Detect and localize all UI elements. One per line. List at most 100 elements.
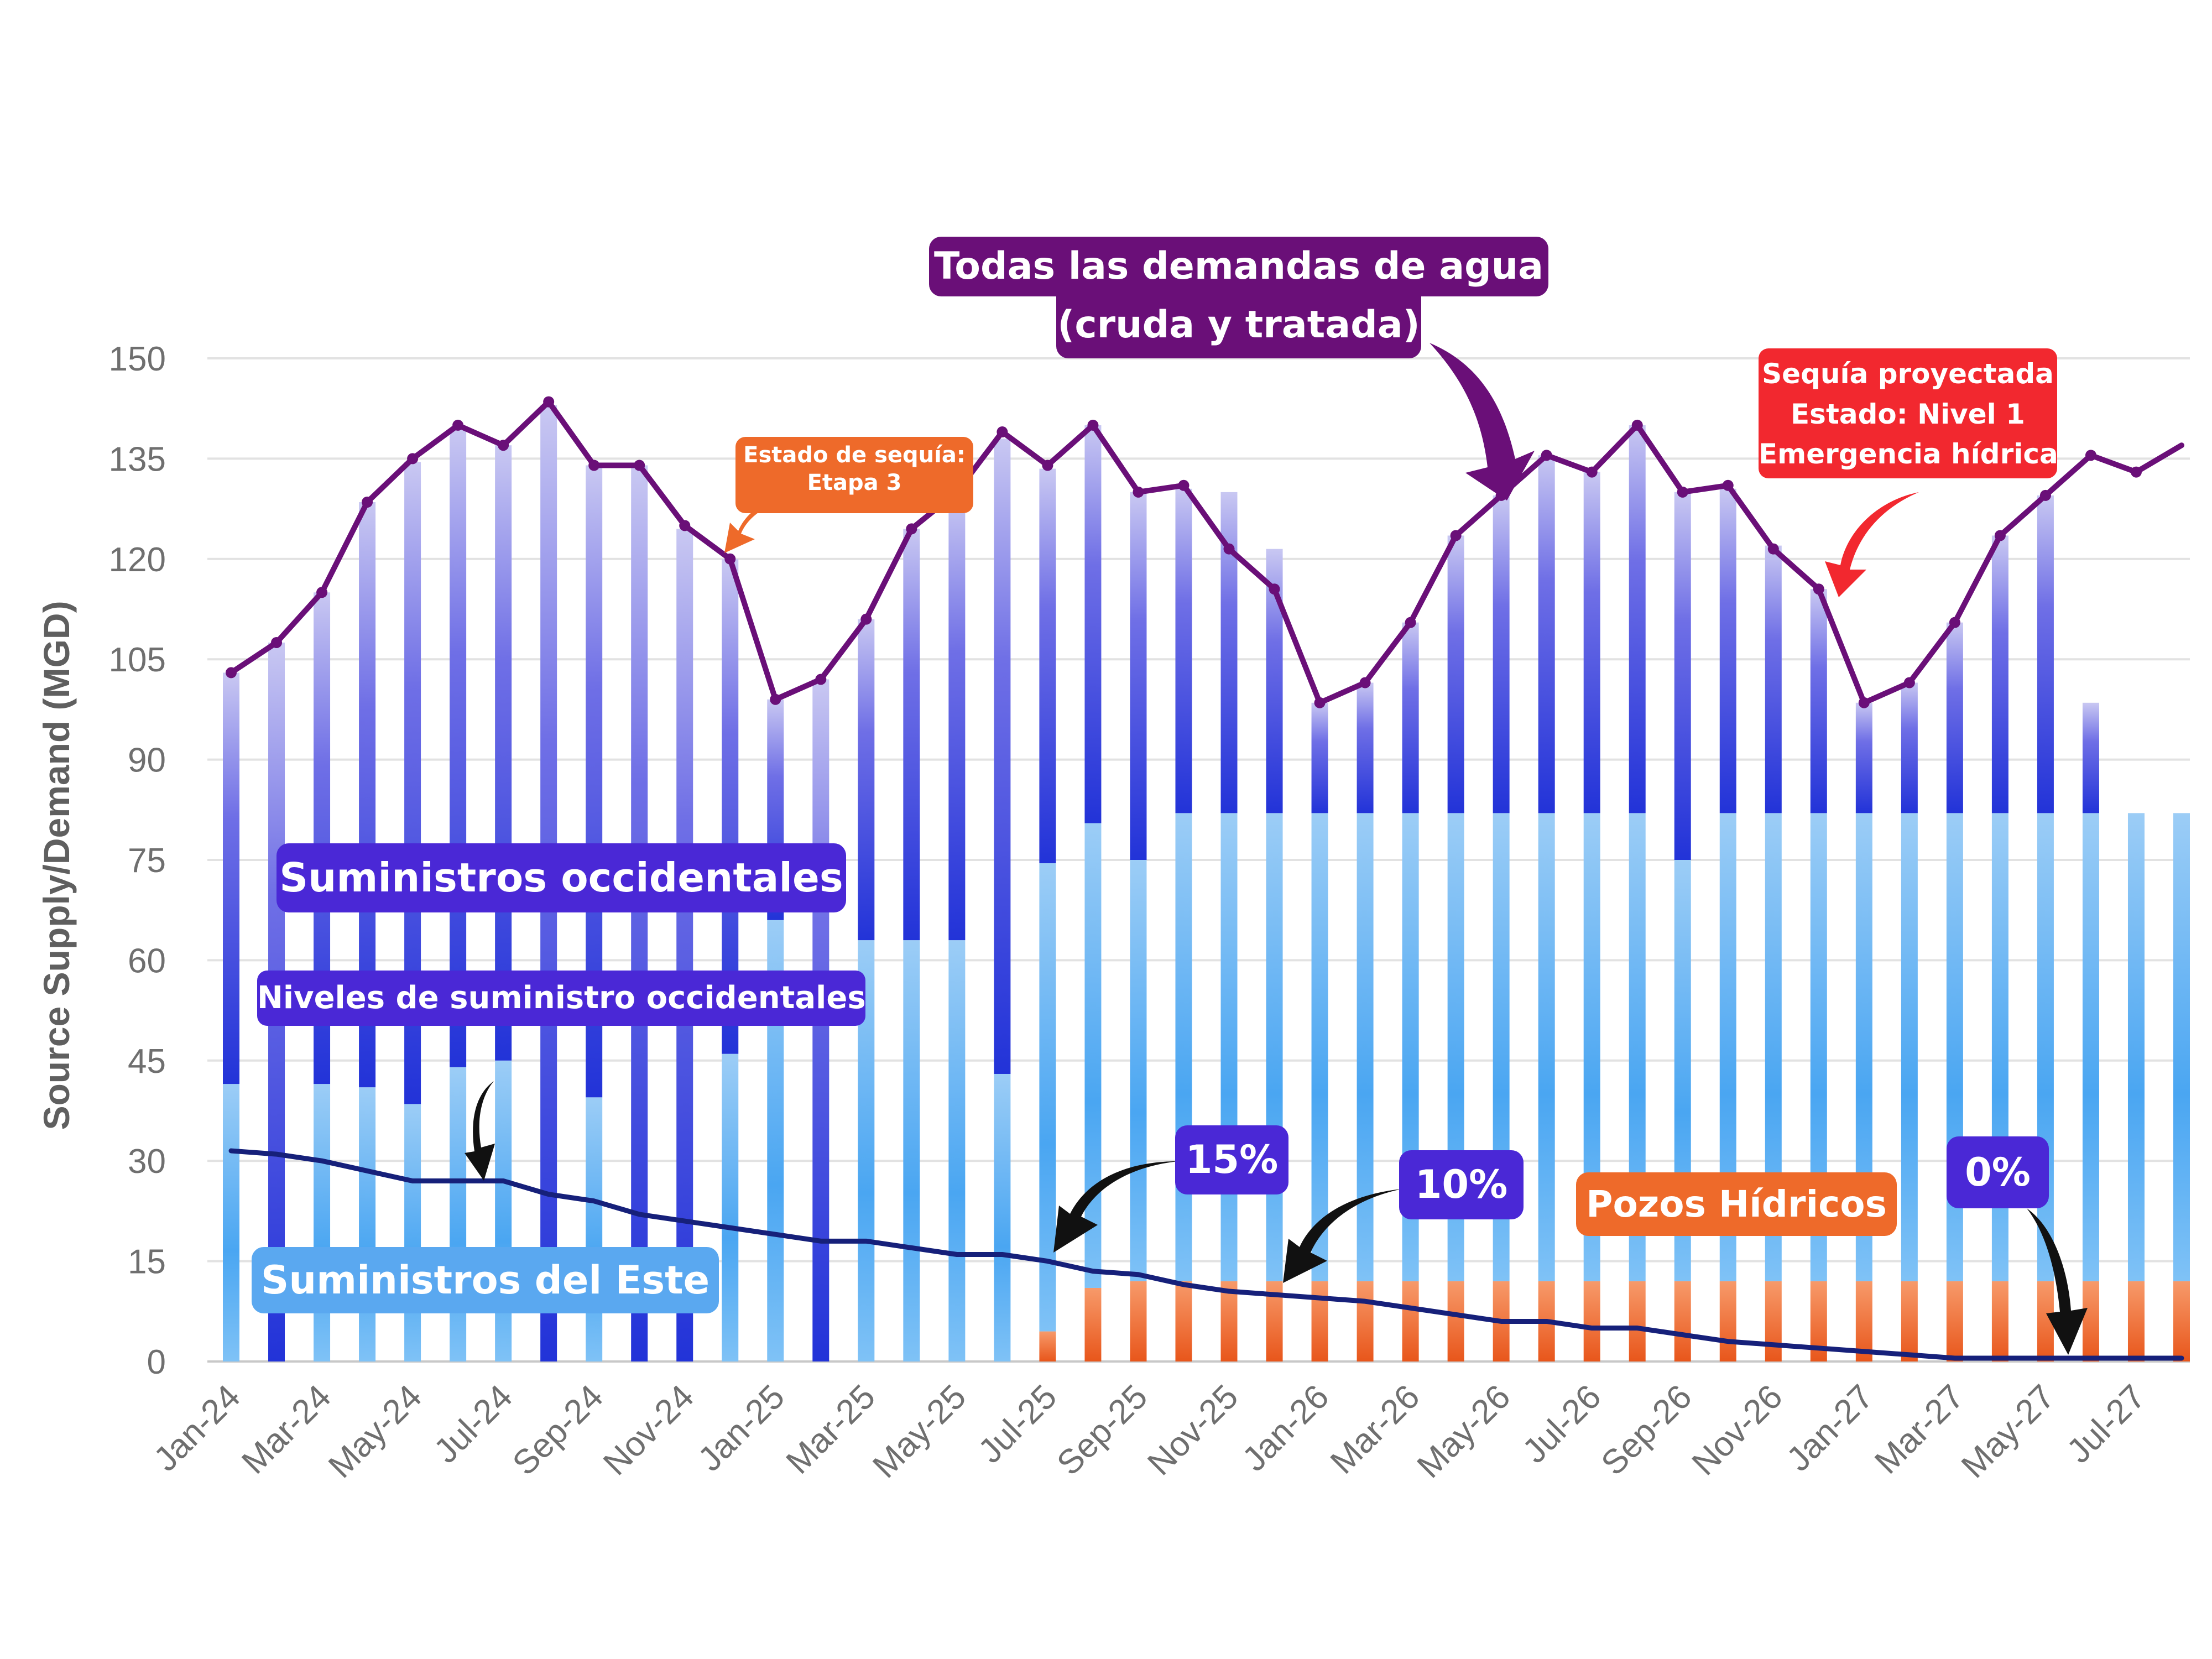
bar-eastern [948, 940, 966, 1361]
demand-point [1767, 543, 1779, 555]
bar-eastern [2037, 813, 2054, 1281]
bar-eastern [1130, 860, 1147, 1281]
demand-point [543, 396, 555, 408]
bar-eastern [1039, 863, 1056, 1332]
bar-eastern [359, 1087, 376, 1361]
pct15-label: 15% [1175, 1125, 1288, 1194]
demand-point [1042, 460, 1053, 471]
demand-arrow-icon [1430, 343, 1535, 500]
demand-point [1178, 479, 1190, 491]
eastern-supplies-text: Suministros del Este [260, 1258, 710, 1303]
demand-point [906, 523, 917, 535]
pct10-arrow-icon [1283, 1189, 1402, 1283]
bar-western [2037, 495, 2054, 813]
demand-point [1223, 543, 1235, 555]
x-tick-label: Nov-25 [1140, 1378, 1245, 1483]
bar-wells [1583, 1281, 1600, 1361]
x-tick-label: Mar-27 [1867, 1378, 1971, 1481]
pct0-arrow-icon [2027, 1208, 2088, 1355]
y-axis-label: Source Supply/Demand (MGD) [36, 601, 77, 1130]
demand-point [1949, 617, 1960, 628]
bar-wells [1311, 1281, 1328, 1361]
bar-western [1946, 622, 1963, 813]
demand-point [2085, 450, 2096, 461]
bar-western [2082, 702, 2099, 813]
demand-point [1813, 583, 1824, 595]
demand-point [452, 419, 464, 431]
demand-subtitle-label: (cruda y tratada) [1056, 296, 1421, 358]
lines [226, 396, 2184, 1361]
demand-title-line2: (cruda y tratada) [1057, 303, 1420, 347]
bar-eastern [223, 1084, 239, 1361]
bar-western [495, 445, 512, 1061]
y-tick-label: 0 [147, 1343, 166, 1381]
bar-western [676, 529, 693, 1361]
bar-western [858, 619, 875, 941]
bar-eastern [1084, 823, 1102, 1288]
western-levels-text: Niveles de suministro occidentales [257, 980, 866, 1016]
y-tick-label: 120 [109, 541, 166, 579]
y-tick-label: 30 [128, 1142, 166, 1181]
pct15-arrow-icon [1053, 1161, 1178, 1253]
bar-wells [1130, 1281, 1147, 1361]
bar-eastern [2082, 813, 2099, 1281]
y-tick-label: 45 [128, 1042, 166, 1081]
demand-point [1903, 677, 1915, 688]
bar-western [1901, 682, 1918, 813]
bar-wells [1447, 1281, 1464, 1361]
bar-western [1583, 472, 1600, 813]
bar-eastern [1946, 813, 1963, 1281]
x-tick-label: Sep-25 [1050, 1378, 1155, 1483]
wells-text: Pozos Hídricos [1586, 1183, 1887, 1225]
demand-line [228, 399, 2184, 706]
bar-western [1084, 425, 1102, 823]
demand-point [1314, 697, 1326, 708]
x-axis-ticks: Jan-24Mar-24May-24Jul-24Sep-24Nov-24Jan-… [147, 1378, 2153, 1485]
bar-western [1130, 492, 1147, 860]
bar-western [994, 439, 1011, 1074]
bar-eastern [903, 940, 920, 1361]
bar-western [223, 672, 239, 1084]
demand-point [498, 440, 509, 451]
bar-western [1719, 488, 1736, 813]
demand-point [316, 587, 328, 598]
bar-wells [1084, 1287, 1102, 1361]
bar-wells [1991, 1281, 2008, 1361]
western-levels-line [228, 1148, 2184, 1361]
demand-point [1586, 466, 1598, 478]
bar-western [1175, 488, 1192, 813]
bar-western [1674, 492, 1691, 860]
bar-western [1039, 468, 1056, 864]
projected-drought-label: Sequía proyectada Estado: Nivel 1 Emerge… [1759, 348, 2073, 478]
y-tick-label: 15 [128, 1243, 166, 1281]
demand-point [1405, 617, 1416, 628]
western-supplies-text: Suministros occidentales [279, 854, 843, 901]
stage3-arrow-icon [724, 498, 796, 553]
stage3-line1: Estado de sequía: [743, 442, 966, 468]
bar-wells [1674, 1281, 1691, 1361]
bar-western [1447, 535, 1464, 813]
x-tick-label: Mar-26 [1323, 1378, 1427, 1481]
bar-western [631, 465, 648, 1361]
annotation-arrows [465, 343, 2088, 1355]
x-tick-label: Nov-24 [596, 1378, 701, 1483]
bar-eastern [450, 1067, 467, 1361]
bar-western [903, 529, 920, 941]
bar-eastern [495, 1060, 512, 1361]
bar-eastern [1901, 813, 1918, 1281]
bar-wells [1901, 1281, 1918, 1361]
projected-line2: Estado: Nivel 1 [1791, 398, 2025, 430]
pct10-label: 10% [1399, 1150, 1524, 1219]
bar-wells [2082, 1281, 2099, 1361]
demand-point [1858, 697, 1870, 708]
bar-wells [1175, 1281, 1192, 1361]
bar-eastern [1357, 813, 1374, 1281]
demand-point [1359, 677, 1371, 688]
western-supplies-label: Suministros occidentales [276, 843, 846, 912]
y-tick-label: 90 [128, 742, 166, 780]
bar-western [1629, 425, 1646, 813]
bar-eastern [722, 1053, 739, 1361]
x-tick-label: Jan-24 [147, 1378, 248, 1479]
bar-eastern [1991, 813, 2008, 1281]
